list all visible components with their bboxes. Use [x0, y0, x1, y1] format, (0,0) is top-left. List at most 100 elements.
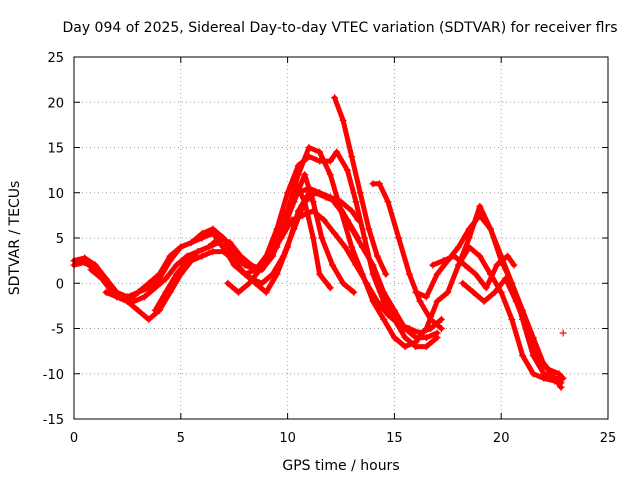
y-tick-label: -5	[51, 323, 64, 338]
y-axis-label: SDTVAR / TECUs	[7, 181, 23, 296]
data-point	[187, 239, 195, 247]
data-point	[234, 288, 242, 296]
data-point	[384, 198, 392, 206]
data-point	[81, 258, 89, 266]
data-point	[350, 288, 358, 296]
series-track-4	[102, 189, 362, 323]
data-point	[555, 370, 563, 378]
data-point	[123, 297, 131, 305]
series-track-7	[273, 180, 334, 292]
data-point	[209, 248, 217, 256]
data-point	[284, 243, 292, 251]
series-trace	[295, 185, 440, 341]
data-point	[301, 171, 309, 179]
data-point	[205, 243, 213, 251]
x-tick-label: 20	[493, 431, 510, 446]
data-point	[273, 243, 281, 251]
x-tick-label: 10	[279, 431, 296, 446]
data-point	[365, 225, 373, 233]
data-point	[352, 261, 360, 269]
data-point	[305, 153, 313, 161]
chart-title: Day 094 of 2025, Sidereal Day-to-day VTE…	[62, 20, 617, 36]
data-point	[422, 293, 430, 301]
data-point	[369, 180, 377, 188]
data-point	[177, 243, 185, 251]
data-point	[472, 270, 480, 278]
data-point	[209, 229, 217, 237]
data-point	[491, 288, 499, 296]
data-point	[230, 257, 238, 265]
data-point	[337, 198, 345, 206]
data-point	[559, 329, 567, 337]
data-point	[422, 343, 430, 351]
data-point	[348, 225, 356, 233]
data-point	[401, 334, 409, 342]
data-point	[299, 211, 307, 219]
data-point	[198, 252, 206, 260]
data-point	[440, 257, 448, 265]
data-point	[504, 252, 512, 260]
data-point	[360, 234, 368, 242]
data-point	[331, 229, 339, 237]
data-point	[140, 293, 148, 301]
data-point	[145, 315, 153, 323]
data-point	[288, 216, 296, 224]
data-point	[155, 270, 163, 278]
data-point	[173, 261, 181, 269]
series-trace	[103, 190, 361, 322]
data-point	[380, 288, 388, 296]
data-point	[273, 225, 281, 233]
data-point	[373, 252, 381, 260]
data-point	[267, 252, 275, 260]
data-point	[416, 297, 424, 305]
data-point	[497, 288, 505, 296]
data-point	[145, 279, 153, 287]
data-point	[215, 234, 223, 242]
data-point	[134, 288, 142, 296]
data-point	[162, 275, 170, 283]
data-point	[294, 162, 302, 170]
data-point	[337, 207, 345, 215]
series-outlier	[559, 329, 567, 337]
y-tick-label: 10	[47, 187, 64, 202]
data-point	[252, 279, 260, 287]
data-point	[151, 284, 159, 292]
data-point	[98, 275, 106, 283]
data-point	[384, 311, 392, 319]
data-point	[493, 261, 501, 269]
data-point	[316, 270, 324, 278]
series-trace	[456, 203, 564, 390]
data-point	[401, 325, 409, 332]
data-point	[309, 198, 317, 206]
series-track-8	[331, 94, 390, 278]
data-point	[519, 352, 527, 360]
series-track-10	[294, 184, 441, 342]
series-track-12	[454, 202, 565, 391]
data-point	[429, 261, 437, 269]
data-point	[433, 297, 441, 305]
data-point	[220, 248, 228, 256]
data-point	[273, 270, 281, 278]
data-point	[305, 144, 313, 151]
data-point	[292, 180, 300, 188]
data-point	[348, 243, 356, 251]
data-point	[247, 261, 255, 269]
data-point	[224, 279, 232, 287]
data-point	[309, 207, 317, 215]
series-track-2	[70, 148, 441, 351]
data-point	[401, 343, 409, 351]
data-point	[433, 329, 441, 337]
data-point	[433, 270, 441, 278]
series-track-13	[429, 252, 518, 292]
data-point	[237, 252, 245, 260]
data-point	[245, 279, 253, 287]
data-point	[183, 257, 191, 265]
data-point	[487, 225, 495, 233]
y-tick-label: -15	[43, 413, 64, 428]
data-point	[482, 284, 490, 292]
data-point	[339, 279, 347, 287]
data-point	[380, 315, 388, 323]
data-point	[320, 216, 328, 224]
data-point	[348, 207, 356, 215]
data-point	[454, 243, 462, 251]
